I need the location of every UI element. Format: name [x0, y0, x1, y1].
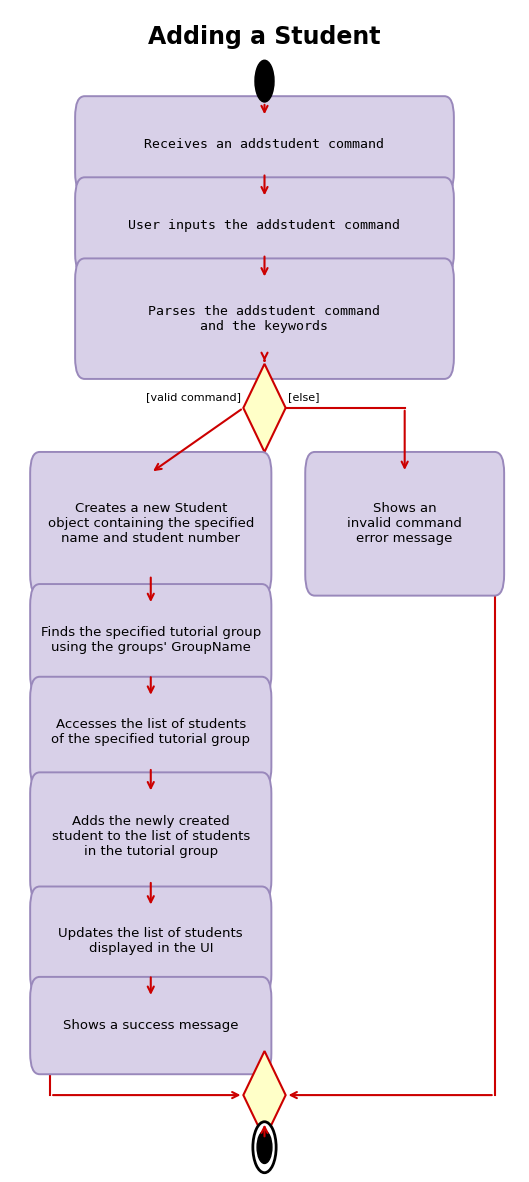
Text: [else]: [else]	[288, 392, 320, 402]
Polygon shape	[243, 1051, 286, 1139]
Text: Receives an addstudent command: Receives an addstudent command	[144, 138, 385, 151]
Text: Shows a success message: Shows a success message	[63, 1019, 239, 1032]
Text: Accesses the list of students
of the specified tutorial group: Accesses the list of students of the spe…	[51, 719, 250, 746]
Text: Adds the newly created
student to the list of students
in the tutorial group: Adds the newly created student to the li…	[52, 816, 250, 858]
Text: Updates the list of students
displayed in the UI: Updates the list of students displayed i…	[58, 927, 243, 955]
Text: User inputs the addstudent command: User inputs the addstudent command	[129, 220, 400, 233]
Circle shape	[257, 1131, 272, 1163]
Text: Parses the addstudent command
and the keywords: Parses the addstudent command and the ke…	[149, 305, 380, 332]
FancyBboxPatch shape	[30, 584, 271, 695]
FancyBboxPatch shape	[305, 452, 504, 596]
Text: Finds the specified tutorial group
using the groups' GroupName: Finds the specified tutorial group using…	[41, 625, 261, 654]
Text: Adding a Student: Adding a Student	[148, 25, 381, 50]
FancyBboxPatch shape	[30, 452, 271, 596]
FancyBboxPatch shape	[75, 259, 454, 379]
FancyBboxPatch shape	[30, 772, 271, 901]
FancyBboxPatch shape	[30, 886, 271, 995]
FancyBboxPatch shape	[30, 677, 271, 788]
FancyBboxPatch shape	[75, 96, 454, 194]
Text: Creates a new Student
object containing the specified
name and student number: Creates a new Student object containing …	[48, 502, 254, 545]
Polygon shape	[243, 364, 286, 452]
Circle shape	[253, 1122, 276, 1173]
Text: [valid command]: [valid command]	[145, 392, 241, 402]
Text: Shows an
invalid command
error message: Shows an invalid command error message	[347, 502, 462, 545]
FancyBboxPatch shape	[75, 177, 454, 274]
FancyBboxPatch shape	[30, 976, 271, 1074]
Circle shape	[255, 60, 274, 102]
